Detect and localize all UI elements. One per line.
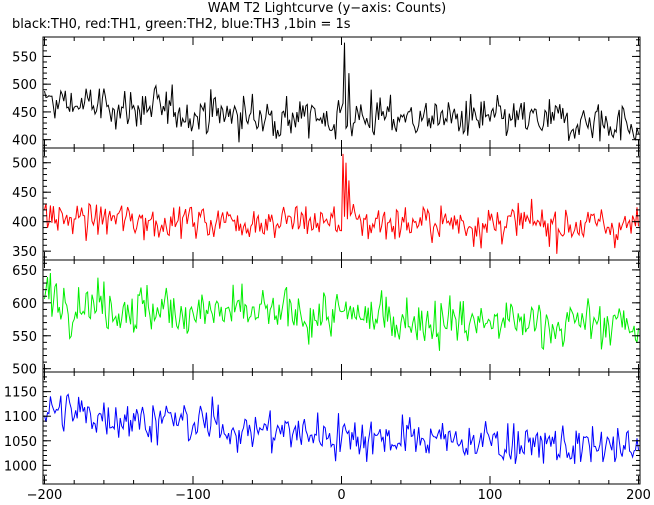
y-tick-label: 500	[12, 78, 37, 93]
panel-th1: 350 400 450 500	[12, 147, 641, 261]
lightcurve-panels: 400 450 500 550 350 400 450 500 500 550 600 650 1000…	[4, 36, 641, 485]
panel-frame	[42, 36, 641, 149]
y-tick-label: 400	[12, 134, 37, 149]
x-axis: −200 −100 0 100 200	[27, 488, 651, 503]
series-line-th2	[44, 272, 639, 351]
y-tick-label: 350	[12, 245, 37, 260]
panel-frame	[42, 147, 641, 261]
y-tick-label: 550	[12, 330, 37, 345]
panel-th3: 1000 1050 1100 1150	[4, 371, 641, 485]
y-tick-label: 500	[12, 363, 37, 378]
x-tick-label: 0	[337, 488, 345, 503]
y-tick-label: 550	[12, 50, 37, 65]
panel-th0: 400 450 500 550	[12, 36, 641, 149]
y-tick-label: 450	[12, 106, 37, 121]
y-tick-label: 600	[12, 297, 37, 312]
x-tick-label: −100	[175, 488, 211, 503]
series-line-th1	[44, 153, 639, 254]
chart-subtitle: black:TH0, red:TH1, green:TH2, blue:TH3 …	[12, 17, 351, 32]
y-tick-label: 1000	[4, 459, 37, 474]
series-line-th0	[44, 42, 639, 143]
y-tick-label: 1050	[4, 435, 37, 450]
y-tick-label: 450	[12, 186, 37, 201]
y-tick-label: 1100	[4, 410, 37, 425]
panel-th2: 500 550 600 650	[12, 259, 641, 378]
x-tick-label: 200	[626, 488, 651, 503]
series-line-th3	[44, 393, 639, 464]
y-tick-label: 500	[12, 157, 37, 172]
x-tick-label: −200	[27, 488, 63, 503]
x-tick-label: 100	[478, 488, 503, 503]
chart-title: WAM T2 Lightcurve (y−axis: Counts)	[207, 1, 447, 16]
y-tick-label: 1150	[4, 386, 37, 401]
y-tick-label: 650	[12, 264, 37, 279]
y-tick-label: 400	[12, 216, 37, 231]
